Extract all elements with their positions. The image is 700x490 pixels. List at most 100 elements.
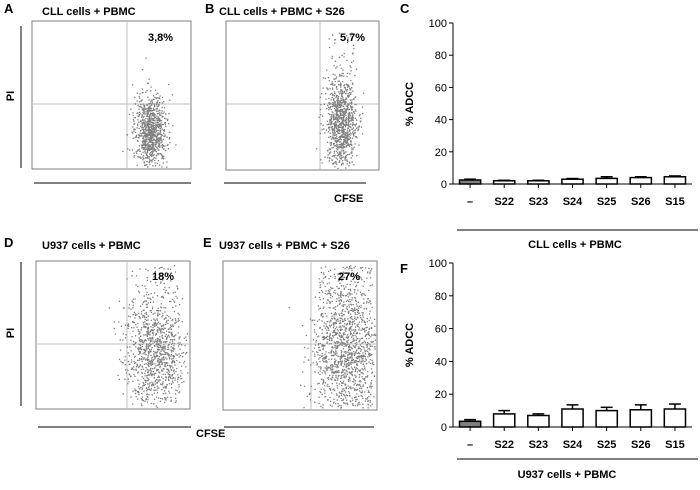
scatter-event bbox=[144, 350, 147, 352]
scatter-event bbox=[168, 383, 171, 385]
scatter-event bbox=[149, 106, 151, 108]
scatter-event bbox=[147, 120, 150, 123]
scatter-event bbox=[157, 119, 159, 121]
scatter-event bbox=[343, 136, 345, 138]
scatter-event bbox=[332, 82, 334, 85]
scatter-event bbox=[331, 147, 333, 149]
scatter-event bbox=[160, 350, 162, 353]
scatter-event bbox=[341, 294, 343, 296]
scatter-event bbox=[155, 130, 158, 132]
scatter-event bbox=[345, 344, 347, 346]
scatter-event bbox=[359, 276, 361, 278]
y-tick-label: 20 bbox=[435, 147, 447, 159]
scatter-event bbox=[157, 129, 159, 132]
scatter-event bbox=[345, 167, 347, 169]
scatter-event bbox=[355, 300, 357, 302]
scatter-event bbox=[184, 344, 186, 347]
x-tick-label: S22 bbox=[494, 439, 514, 451]
scatter-event bbox=[149, 140, 151, 142]
scatter-event bbox=[369, 271, 371, 273]
scatter-event bbox=[177, 381, 179, 383]
scatter-event bbox=[158, 329, 160, 331]
scatter-event bbox=[149, 111, 151, 113]
scatter-event bbox=[185, 366, 187, 368]
scatter-event bbox=[329, 269, 332, 271]
scatter-event bbox=[146, 304, 148, 306]
scatter-event bbox=[361, 387, 363, 389]
scatter-event bbox=[364, 323, 366, 326]
scatter-event bbox=[163, 132, 165, 134]
scatter-event bbox=[144, 123, 146, 126]
scatter-event bbox=[141, 396, 143, 398]
scatter-event bbox=[322, 87, 324, 89]
scatter-event bbox=[318, 349, 320, 351]
scatter-event bbox=[145, 398, 147, 400]
scatter-event bbox=[337, 140, 339, 143]
scatter-event bbox=[356, 325, 359, 327]
scatter-event bbox=[144, 131, 146, 133]
scatter-event bbox=[138, 108, 140, 110]
scatter-event bbox=[162, 382, 164, 385]
scatter-event bbox=[331, 129, 334, 131]
scatter-event bbox=[158, 116, 160, 118]
scatter-event bbox=[141, 99, 143, 101]
scatter-event bbox=[336, 332, 338, 334]
scatter-event bbox=[343, 124, 346, 126]
scatter-event bbox=[348, 306, 350, 308]
scatter-event bbox=[320, 367, 322, 369]
scatter-event bbox=[333, 354, 335, 356]
scatter-event bbox=[133, 311, 136, 313]
scatter-event bbox=[341, 144, 344, 146]
scatter-event bbox=[338, 344, 341, 346]
scatter-event bbox=[156, 310, 158, 312]
scatter-event bbox=[347, 137, 349, 139]
scatter-event bbox=[157, 133, 160, 135]
scatter-event bbox=[147, 371, 149, 373]
scatter-event bbox=[162, 148, 165, 150]
scatter-event bbox=[163, 107, 166, 109]
scatter-event bbox=[359, 380, 361, 382]
scatter-event bbox=[323, 273, 325, 276]
scatter-event bbox=[132, 114, 134, 117]
scatter-event bbox=[135, 151, 137, 153]
scatter-event bbox=[345, 101, 347, 103]
scatter-event bbox=[145, 303, 147, 306]
scatter-event bbox=[348, 345, 351, 347]
scatter-event bbox=[331, 358, 333, 360]
scatter-event bbox=[353, 164, 355, 166]
scatter-event bbox=[361, 294, 363, 297]
scatter-event bbox=[355, 351, 357, 353]
scatter-event bbox=[333, 107, 336, 110]
scatter-event bbox=[346, 108, 349, 111]
scatter-event bbox=[368, 353, 371, 355]
scatter-event bbox=[345, 156, 347, 159]
scatter-event bbox=[335, 306, 337, 308]
scatter-event bbox=[163, 145, 165, 147]
scatter-event bbox=[339, 103, 341, 106]
scatter-event bbox=[349, 377, 351, 379]
scatter-event bbox=[143, 107, 145, 109]
scatter-event bbox=[321, 329, 323, 331]
scatter-event bbox=[146, 335, 149, 338]
scatter-event bbox=[367, 341, 369, 344]
scatter-event bbox=[340, 285, 343, 287]
scatter-event bbox=[138, 127, 140, 130]
scatter-event bbox=[163, 361, 165, 364]
scatter-event bbox=[168, 356, 170, 358]
scatter-event bbox=[366, 397, 369, 399]
scatter-event bbox=[354, 361, 356, 363]
scatter-event bbox=[347, 334, 349, 336]
scatter-event bbox=[145, 137, 147, 139]
scatter-event bbox=[338, 297, 340, 299]
scatter-event bbox=[334, 103, 336, 105]
scatter-event bbox=[361, 355, 363, 357]
scatter-event bbox=[149, 368, 152, 370]
scatter-event bbox=[148, 331, 150, 333]
scatter-event bbox=[319, 373, 321, 376]
scatter-event bbox=[365, 307, 368, 309]
scatter-event bbox=[346, 136, 348, 138]
scatter-event bbox=[152, 134, 154, 136]
scatter-event bbox=[162, 353, 164, 356]
scatter-event bbox=[328, 329, 330, 331]
scatter-event bbox=[122, 150, 124, 153]
